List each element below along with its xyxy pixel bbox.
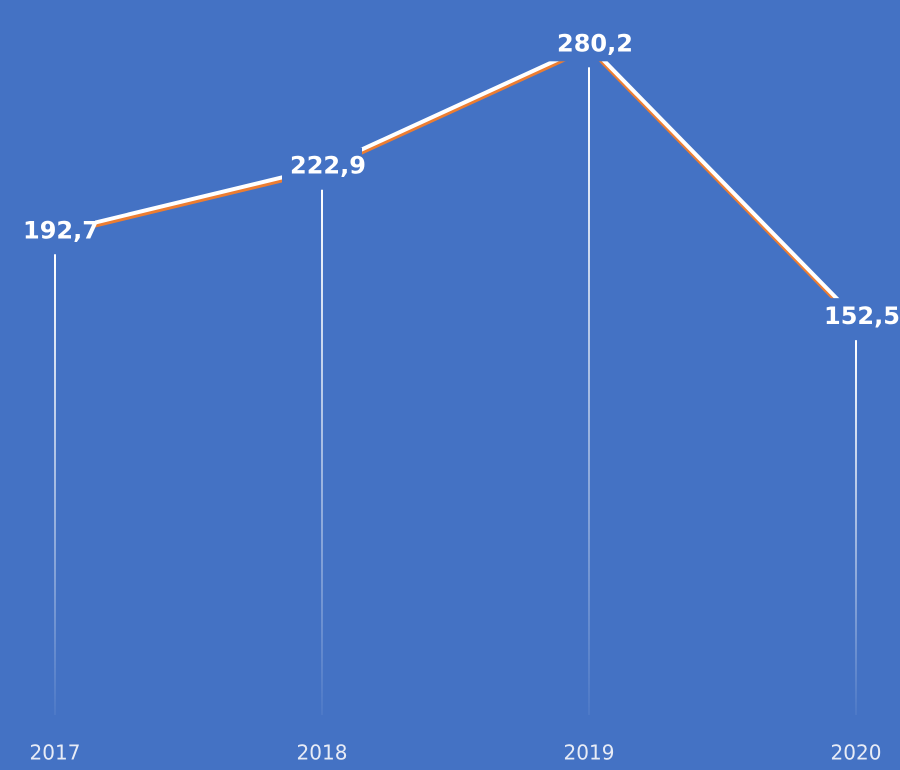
- drop-line: [855, 340, 857, 715]
- x-tick-label: 2020: [831, 741, 882, 765]
- data-label: 222,9: [290, 152, 366, 180]
- lines: [54, 42, 858, 323]
- data-label: 152,5: [824, 302, 900, 330]
- x-tick-label: 2017: [30, 741, 81, 765]
- label-background: [282, 147, 362, 184]
- label-background: [549, 25, 629, 62]
- data-label: 280,2: [557, 29, 633, 57]
- labels: 2017 2018 2019 2020 192,7 222,9 280,2 152,5: [15, 25, 900, 765]
- drop-line: [588, 67, 590, 715]
- drop-lines: [54, 67, 857, 715]
- line-shadow: [54, 45, 858, 323]
- line: [54, 42, 858, 320]
- x-tick-label: 2019: [564, 741, 615, 765]
- x-tick-label: 2018: [297, 741, 348, 765]
- label-background: [15, 212, 95, 249]
- label-background: [816, 298, 896, 335]
- drop-line: [321, 189, 323, 715]
- data-label: 192,7: [23, 216, 99, 244]
- drop-line: [54, 254, 56, 715]
